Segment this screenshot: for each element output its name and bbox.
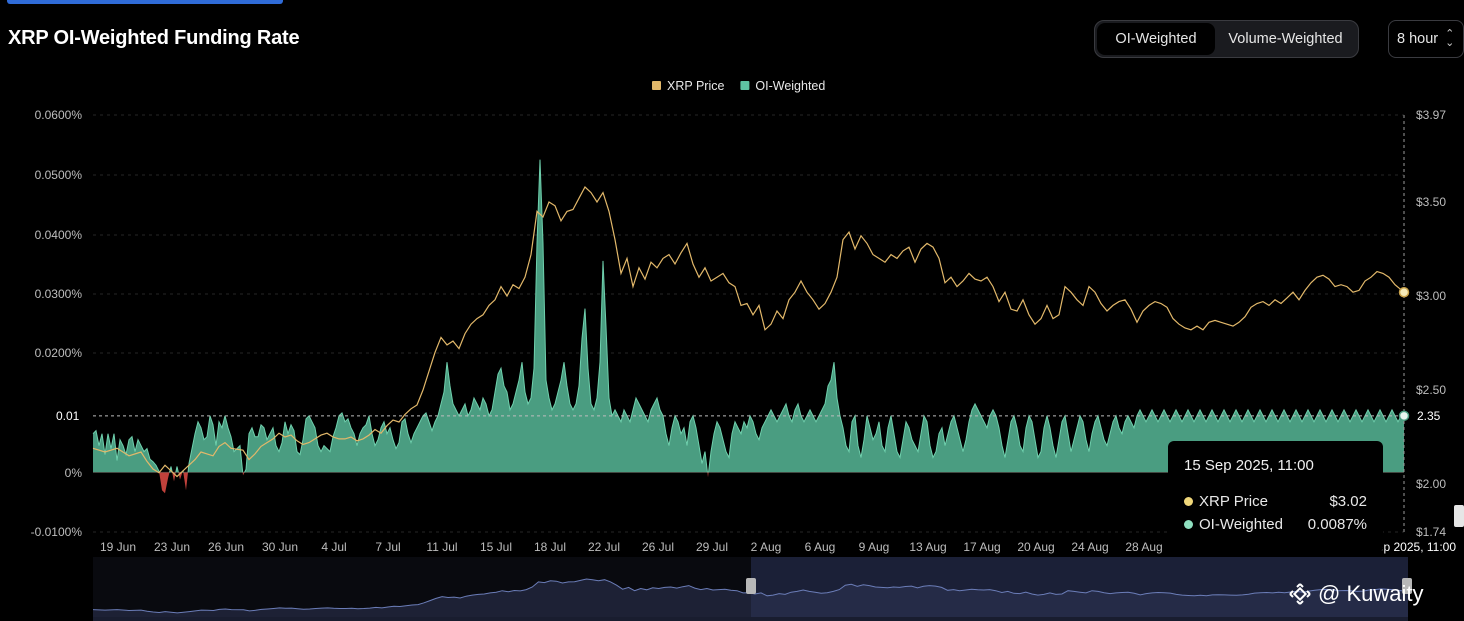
legend-swatch-0 — [652, 81, 661, 90]
crosshair-left-value: 0.01 — [56, 409, 80, 423]
x-tick-label: 19 Jun — [100, 540, 136, 554]
legend-swatch-1 — [740, 81, 750, 90]
navigator-area — [93, 579, 1408, 621]
crosshair-time-bg — [1372, 539, 1464, 555]
y-right-tick-label: $1.74 — [1416, 525, 1446, 539]
y-right-tick-label: $3.50 — [1416, 195, 1446, 209]
x-tick-label: 17 Aug — [963, 540, 1000, 554]
x-tick-label: 26 Jun — [208, 540, 244, 554]
x-tick-label: 30 Jun — [262, 540, 298, 554]
y-right-tick-label: $3.97 — [1416, 108, 1446, 122]
tooltip-price-value: $3.02 — [1329, 493, 1367, 510]
page-title: XRP OI-Weighted Funding Rate — [8, 27, 300, 49]
x-tick-label: 24 Aug — [1071, 540, 1108, 554]
binance-logo-icon — [1289, 583, 1311, 605]
x-tick-label: 22 Jul — [588, 540, 620, 554]
watermark-text: @ Kuwaity — [1318, 581, 1424, 606]
x-tick-label: 15 Jul — [480, 540, 512, 554]
tab-oi-weighted[interactable]: OI-Weighted — [1097, 23, 1215, 55]
y-left-tick-label: 0.0300% — [35, 287, 83, 301]
x-tick-label: 13 Aug — [909, 540, 946, 554]
x-tick-label: 29 Jul — [696, 540, 728, 554]
top-accent-bar — [7, 0, 283, 4]
oi-weighted-marker — [1398, 410, 1410, 422]
y-left-tick-label: -0.0100% — [31, 525, 83, 539]
x-tick-label: 11 Jul — [426, 540, 457, 554]
watermark: @ Kuwaity — [1287, 581, 1423, 607]
legend-label-1: OI-Weighted — [755, 79, 825, 93]
tooltip-row-oi: OI-Weighted 0.0087% — [1184, 513, 1367, 536]
tooltip: 15 Sep 2025, 11:00 XRP Price $3.02 OI-We… — [1168, 441, 1383, 553]
tooltip-price-dot — [1184, 497, 1193, 506]
y-left-tick-label: 0.0500% — [35, 168, 83, 182]
tooltip-price-label: XRP Price — [1199, 493, 1268, 510]
x-tick-label: 20 Aug — [1017, 540, 1054, 554]
weighting-toggle: OI-Weighted Volume-Weighted — [1094, 20, 1359, 58]
crosshair-right-value: 2.35 — [1417, 409, 1441, 423]
x-tick-label: 9 Aug — [859, 540, 890, 554]
navigator-handle-left — [746, 578, 756, 594]
tooltip-oi-value: 0.0087% — [1307, 516, 1367, 533]
tooltip-time: 15 Sep 2025, 11:00 — [1184, 457, 1314, 474]
crosshair-left-label-bg — [50, 405, 86, 426]
xrp-price-marker — [1398, 286, 1410, 298]
y-right-tick-label: $3.00 — [1416, 289, 1446, 303]
x-tick-label: 26 Jul — [642, 540, 674, 554]
y-right-tick-label: $2.00 — [1416, 477, 1446, 491]
interval-select-value: 8 hour — [1397, 31, 1439, 47]
legend-label-0: XRP Price — [667, 79, 724, 93]
x-tick-label: 2 Aug — [751, 540, 782, 554]
tooltip-oi-label: OI-Weighted — [1199, 516, 1283, 533]
chevron-updown-icon: ⌃ ⌄ — [1445, 28, 1455, 49]
y-left-tick-label: 0% — [65, 466, 83, 480]
y-left-tick-label: 0.0200% — [35, 346, 83, 360]
x-tick-label: 28 Aug — [1125, 540, 1162, 554]
navigator-handle-right — [1402, 578, 1412, 594]
x-tick-label: 4 Jul — [321, 540, 346, 554]
navigator-line — [92, 578, 1409, 614]
y-left-tick-label: 0.0600% — [35, 108, 83, 122]
crosshair-right-label-bg — [1411, 405, 1451, 426]
tab-volume-weighted[interactable]: Volume-Weighted — [1228, 31, 1343, 47]
x-tick-label: 18 Jul — [534, 540, 566, 554]
y-right-tick-label: $2.50 — [1416, 383, 1446, 397]
xrp-price-line — [92, 186, 1405, 478]
y-left-tick-label: 0.0400% — [35, 228, 83, 242]
interval-select[interactable]: 8 hour ⌃ ⌄ — [1388, 20, 1464, 58]
x-tick-label: 7 Jul — [375, 540, 400, 554]
oi-weighted-line — [92, 159, 1405, 473]
tooltip-row-price: XRP Price $3.02 — [1184, 490, 1367, 513]
tooltip-oi-dot — [1184, 520, 1193, 529]
x-tick-label: 6 Aug — [805, 540, 836, 554]
side-handle — [1454, 505, 1464, 527]
x-tick-label: 23 Jun — [154, 540, 190, 554]
